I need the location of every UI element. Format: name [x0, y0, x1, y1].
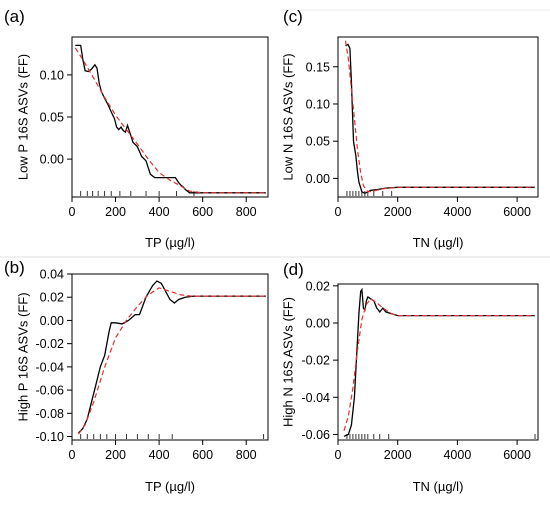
panel-label: (b) [4, 258, 25, 277]
chart-panel-4: (d) High N 16S ASVs (FF) TN (µg/l) 0 2000 400… [281, 260, 539, 494]
y-tick-label: 0.05 [306, 135, 330, 149]
x-tick-label: 4000 [443, 448, 471, 462]
chart-panel-3: (b) High P 16S ASVs (FF) TP (µg/l) 0 200 400 6… [4, 258, 269, 494]
panel-label: (a) [4, 7, 25, 26]
y-axis-title: High N 16S ASVs (FF) [281, 297, 296, 427]
x-tick-label: 600 [192, 448, 213, 462]
y-tick-label: -0.02 [302, 354, 331, 368]
y-tick-label: 0.02 [40, 291, 64, 305]
x-tick-label: 0 [335, 205, 342, 219]
x-axis-title: TN (µg/l) [413, 479, 464, 494]
y-tick-label: 0.00 [306, 172, 330, 186]
y-tick-label: 0.10 [306, 97, 330, 111]
plot-frame [71, 36, 269, 198]
y-axis-title: Low P 16S ASVs (FF) [16, 54, 31, 180]
y-tick-label: 0.05 [40, 111, 64, 125]
y-tick-label: 0.00 [40, 314, 64, 328]
smoothed-fit-line [74, 47, 266, 194]
x-tick-label: 2000 [384, 448, 412, 462]
x-tick-label: 0 [335, 448, 342, 462]
x-tick-label: 800 [236, 448, 257, 462]
x-axis-title: TP (µg/l) [145, 479, 195, 494]
y-tick-label: -0.06 [302, 428, 331, 442]
plot-frame [71, 273, 269, 441]
panel-label: (c) [283, 7, 303, 26]
y-axis-title: Low N 16S ASVs (FF) [281, 53, 296, 180]
y-tick-label: 0.04 [40, 268, 64, 282]
plot-frame [337, 283, 539, 441]
x-tick-label: 6000 [503, 448, 531, 462]
y-tick-label: 0.10 [40, 68, 64, 82]
partial-dependence-line [343, 287, 535, 437]
x-tick-label: 4000 [443, 205, 471, 219]
x-tick-label: 200 [105, 205, 126, 219]
partial-dependence-line [78, 280, 266, 434]
x-tick-label: 0 [69, 448, 76, 462]
x-axis-title: TP (µg/l) [145, 235, 195, 250]
partial-dependence-line [75, 44, 266, 194]
smoothed-fit-line [343, 298, 535, 431]
y-tick-label: -0.02 [36, 337, 65, 351]
y-tick-label: -0.04 [302, 391, 331, 405]
x-axis-title: TN (µg/l) [413, 235, 464, 250]
y-tick-label: 0.00 [306, 317, 330, 331]
y-axis-title: High P 16S ASVs (FF) [16, 292, 31, 421]
x-tick-label: 2000 [384, 205, 412, 219]
x-tick-label: 200 [105, 448, 126, 462]
x-tick-label: 600 [192, 205, 213, 219]
smoothed-fit-line [344, 40, 535, 193]
panel-label: (d) [283, 260, 304, 279]
x-tick-label: 6000 [503, 205, 531, 219]
y-tick-label: -0.04 [36, 360, 65, 374]
x-tick-label: 400 [149, 205, 170, 219]
y-tick-label: -0.08 [36, 407, 65, 421]
partial-dependence-line [345, 43, 535, 195]
x-tick-label: 800 [236, 205, 257, 219]
y-tick-label: 0.02 [306, 279, 330, 293]
y-tick-label: 0.00 [40, 153, 64, 167]
chart-panel-2: (c) Low N 16S ASVs (FF) TN (µg/l) 0 2000 4000… [281, 7, 539, 250]
x-tick-label: 0 [69, 205, 76, 219]
chart-panel-1: (a) Low P 16S ASVs (FF) TP (µg/l) 0 200 400 60… [4, 7, 269, 250]
y-tick-label: 0.15 [306, 60, 330, 74]
y-tick-label: -0.10 [36, 430, 65, 444]
plot-frame [337, 36, 539, 198]
y-tick-label: -0.06 [36, 384, 65, 398]
smoothed-fit-line [78, 287, 266, 435]
x-tick-label: 400 [149, 448, 170, 462]
